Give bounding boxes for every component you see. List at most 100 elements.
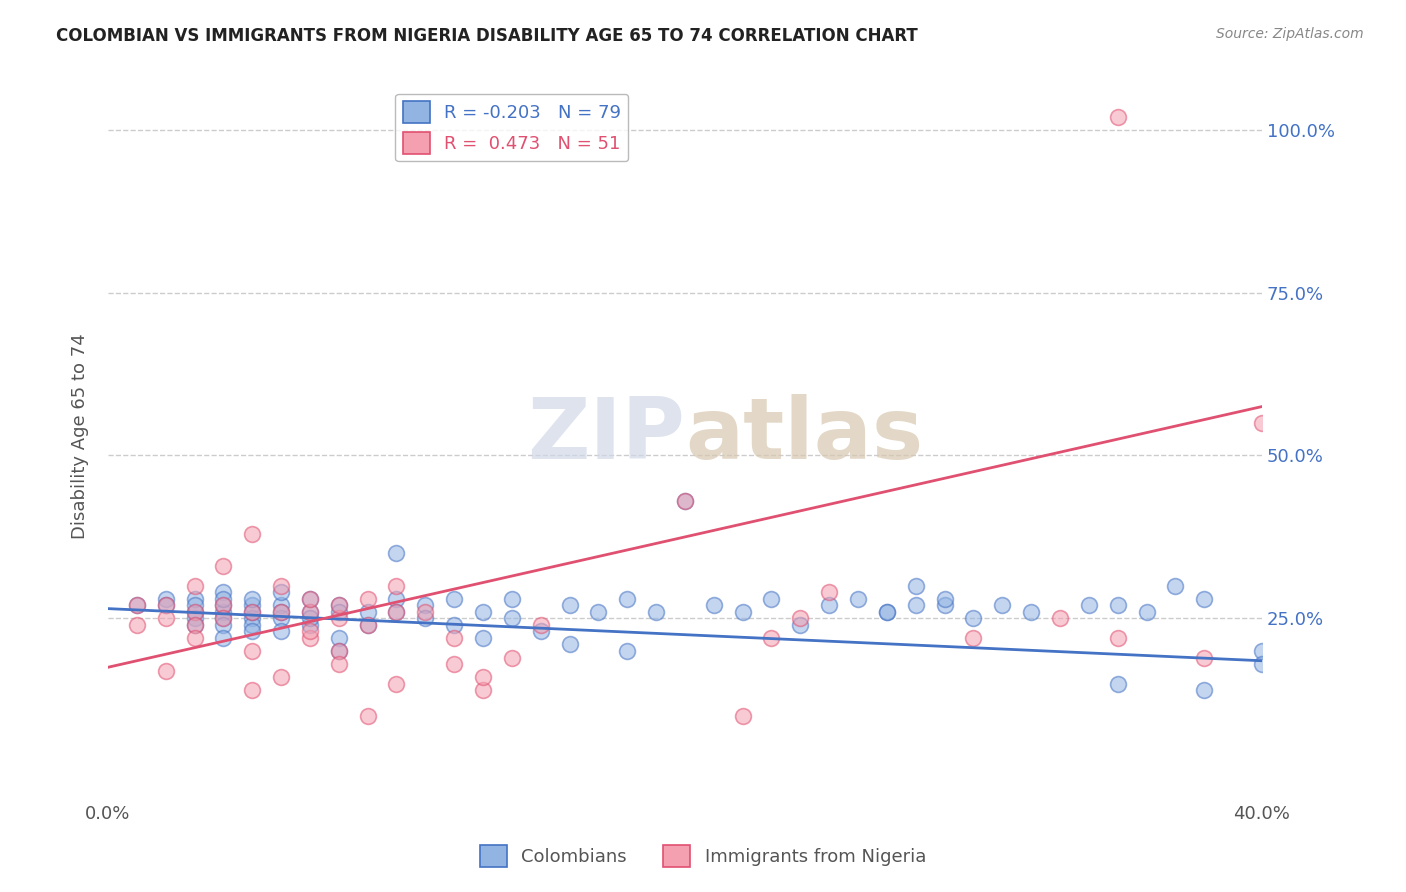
Text: COLOMBIAN VS IMMIGRANTS FROM NIGERIA DISABILITY AGE 65 TO 74 CORRELATION CHART: COLOMBIAN VS IMMIGRANTS FROM NIGERIA DIS…	[56, 27, 918, 45]
Point	[183, 599, 205, 613]
Point	[125, 599, 148, 613]
Point	[356, 618, 378, 632]
Point	[1049, 611, 1071, 625]
Point	[183, 631, 205, 645]
Point	[155, 664, 177, 678]
Point	[1251, 416, 1274, 430]
Point	[270, 611, 292, 625]
Point	[212, 618, 235, 632]
Point	[385, 591, 408, 606]
Point	[212, 559, 235, 574]
Point	[385, 546, 408, 560]
Point	[962, 631, 984, 645]
Point	[991, 599, 1014, 613]
Point	[298, 618, 321, 632]
Point	[1135, 605, 1157, 619]
Point	[328, 611, 350, 625]
Point	[1077, 599, 1099, 613]
Point	[240, 599, 263, 613]
Point	[385, 579, 408, 593]
Point	[1251, 644, 1274, 658]
Point	[125, 618, 148, 632]
Point	[212, 585, 235, 599]
Point	[731, 605, 754, 619]
Point	[673, 494, 696, 508]
Point	[1192, 650, 1215, 665]
Point	[616, 591, 638, 606]
Point	[328, 657, 350, 671]
Point	[212, 611, 235, 625]
Point	[356, 605, 378, 619]
Point	[356, 591, 378, 606]
Text: ZIP: ZIP	[527, 394, 685, 477]
Point	[443, 591, 465, 606]
Point	[818, 585, 841, 599]
Point	[212, 599, 235, 613]
Point	[934, 591, 956, 606]
Point	[240, 611, 263, 625]
Point	[240, 605, 263, 619]
Point	[328, 644, 350, 658]
Point	[270, 624, 292, 639]
Point	[904, 579, 927, 593]
Point	[616, 644, 638, 658]
Point	[934, 599, 956, 613]
Point	[789, 618, 811, 632]
Point	[240, 683, 263, 698]
Point	[789, 611, 811, 625]
Y-axis label: Disability Age 65 to 74: Disability Age 65 to 74	[72, 333, 89, 539]
Point	[501, 611, 523, 625]
Point	[1107, 676, 1129, 690]
Point	[298, 591, 321, 606]
Point	[443, 631, 465, 645]
Point	[385, 676, 408, 690]
Point	[1192, 591, 1215, 606]
Point	[472, 683, 495, 698]
Point	[328, 599, 350, 613]
Point	[385, 605, 408, 619]
Point	[298, 591, 321, 606]
Point	[212, 591, 235, 606]
Point	[212, 631, 235, 645]
Point	[240, 605, 263, 619]
Point	[904, 599, 927, 613]
Point	[328, 631, 350, 645]
Point	[298, 611, 321, 625]
Point	[530, 624, 553, 639]
Point	[645, 605, 668, 619]
Point	[472, 670, 495, 684]
Point	[298, 605, 321, 619]
Point	[183, 591, 205, 606]
Point	[876, 605, 898, 619]
Point	[588, 605, 610, 619]
Point	[385, 605, 408, 619]
Point	[703, 599, 725, 613]
Point	[328, 599, 350, 613]
Point	[155, 599, 177, 613]
Point	[183, 611, 205, 625]
Point	[501, 591, 523, 606]
Legend: Colombians, Immigrants from Nigeria: Colombians, Immigrants from Nigeria	[472, 838, 934, 874]
Point	[240, 526, 263, 541]
Point	[962, 611, 984, 625]
Point	[240, 618, 263, 632]
Point	[270, 670, 292, 684]
Point	[443, 618, 465, 632]
Point	[183, 618, 205, 632]
Text: Source: ZipAtlas.com: Source: ZipAtlas.com	[1216, 27, 1364, 41]
Point	[530, 618, 553, 632]
Point	[298, 631, 321, 645]
Point	[212, 599, 235, 613]
Point	[298, 624, 321, 639]
Point	[183, 618, 205, 632]
Point	[761, 631, 783, 645]
Point	[1019, 605, 1042, 619]
Point	[298, 605, 321, 619]
Point	[876, 605, 898, 619]
Point	[212, 611, 235, 625]
Point	[155, 591, 177, 606]
Point	[1192, 683, 1215, 698]
Point	[558, 599, 581, 613]
Legend: R = -0.203   N = 79, R =  0.473   N = 51: R = -0.203 N = 79, R = 0.473 N = 51	[395, 94, 628, 161]
Point	[240, 624, 263, 639]
